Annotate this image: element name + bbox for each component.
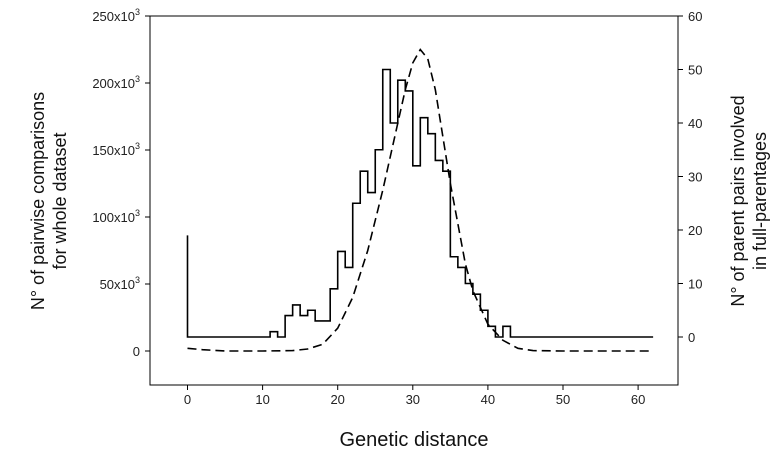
step-series-line: [186, 68, 654, 338]
left-tick-label: 0: [133, 344, 140, 359]
left-axis-title-line-1: N° of pairwise comparisons: [28, 92, 48, 310]
left-tick-label-base: 250x10: [92, 9, 135, 24]
left-axis-title: N° of pairwise comparisons for whole dat…: [28, 92, 70, 310]
right-tick-label: 10: [688, 277, 702, 292]
right-tick-label: 30: [688, 170, 702, 185]
x-axis-ticks: 0 10 20 30 40 50 60: [184, 385, 645, 407]
left-tick-label-base: 200x10: [92, 76, 135, 91]
x-tick-label: 60: [631, 392, 645, 407]
left-tick-label-base: 0: [133, 344, 140, 359]
left-tick-label-exponent: 3: [135, 275, 140, 285]
right-tick-label: 60: [688, 9, 702, 24]
x-tick-label: 50: [556, 392, 570, 407]
x-tick-label: 40: [481, 392, 495, 407]
right-axis-title: N° of parent pairs involved in full-pare…: [728, 95, 770, 306]
x-tick-label: 10: [255, 392, 269, 407]
left-axis-title-line-2: for whole dataset: [50, 132, 70, 269]
left-tick-label: 150x103: [92, 141, 140, 158]
left-tick-label: 250x103: [92, 7, 140, 24]
right-tick-label: 20: [688, 223, 702, 238]
right-tick-label: 0: [688, 330, 695, 345]
left-tick-label-exponent: 3: [135, 208, 140, 218]
right-axis-title-line-1: N° of parent pairs involved: [728, 95, 748, 306]
left-tick-label-exponent: 3: [135, 7, 140, 17]
right-tick-label: 40: [688, 116, 702, 131]
x-axis-title: Genetic distance: [340, 429, 489, 451]
left-tick-label-exponent: 3: [135, 141, 140, 151]
left-tick-label: 100x103: [92, 208, 140, 225]
left-tick-label-base: 150x10: [92, 143, 135, 158]
left-tick-label-base: 50x10: [100, 277, 135, 292]
x-tick-label: 20: [330, 392, 344, 407]
left-tick-label-exponent: 3: [135, 74, 140, 84]
series-layer: [186, 48, 654, 352]
left-tick-label: 200x103: [92, 74, 140, 91]
x-tick-label: 30: [406, 392, 420, 407]
left-tick-label: 50x103: [100, 275, 140, 292]
right-axis-title-line-2: in full-parentages: [750, 132, 770, 270]
plot-frame: [149, 15, 679, 386]
right-tick-label: 50: [688, 63, 702, 78]
left-tick-label-base: 100x10: [92, 210, 135, 225]
right-axis-ticks: 0 10 20 30 40 50 60: [678, 9, 702, 345]
x-tick-label: 0: [184, 392, 191, 407]
dashed-series-line: [187, 48, 654, 352]
